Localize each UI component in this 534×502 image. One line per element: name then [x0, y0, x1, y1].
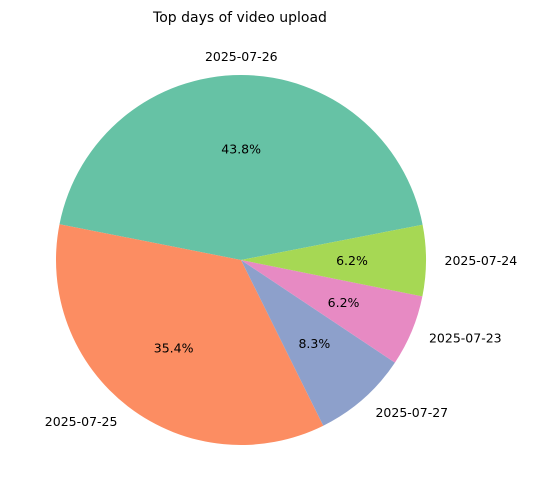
pie-slice-2025-07-24 — [241, 224, 427, 297]
pie-slice-2025-07-23 — [241, 260, 423, 363]
percent-label-2025-07-27: 8.3% — [298, 336, 330, 351]
category-label-2025-07-23: 2025-07-23 — [429, 330, 502, 345]
percent-label-2025-07-23: 6.2% — [328, 295, 360, 310]
category-label-2025-07-26: 2025-07-26 — [205, 49, 278, 64]
category-label-2025-07-24: 2025-07-24 — [445, 253, 518, 268]
pie-labels: 43.8% 2025-07-26 35.4% 2025-07-25 8.3% 2025-0… — [45, 49, 517, 429]
chart-title: Top days of video upload — [152, 10, 327, 26]
pie-slice-2025-07-27 — [241, 260, 395, 426]
pie-slice-2025-07-25 — [56, 224, 324, 445]
category-label-2025-07-25: 2025-07-25 — [45, 414, 118, 429]
percent-label-2025-07-25: 35.4% — [154, 341, 194, 356]
percent-label-2025-07-26: 43.8% — [221, 142, 261, 157]
category-label-2025-07-27: 2025-07-27 — [375, 405, 448, 420]
percent-label-2025-07-24: 6.2% — [336, 253, 368, 268]
pie-slices — [56, 75, 427, 445]
pie-slice-2025-07-26 — [59, 75, 423, 260]
